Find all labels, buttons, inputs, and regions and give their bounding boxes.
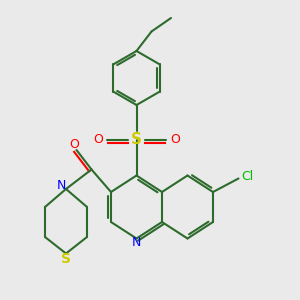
Text: N: N [132, 236, 141, 250]
Text: O: O [170, 133, 180, 146]
Text: S: S [61, 252, 71, 266]
Text: O: O [93, 133, 103, 146]
Text: N: N [57, 179, 66, 192]
Text: S: S [131, 132, 142, 147]
Text: O: O [69, 138, 79, 151]
Text: Cl: Cl [242, 170, 254, 184]
